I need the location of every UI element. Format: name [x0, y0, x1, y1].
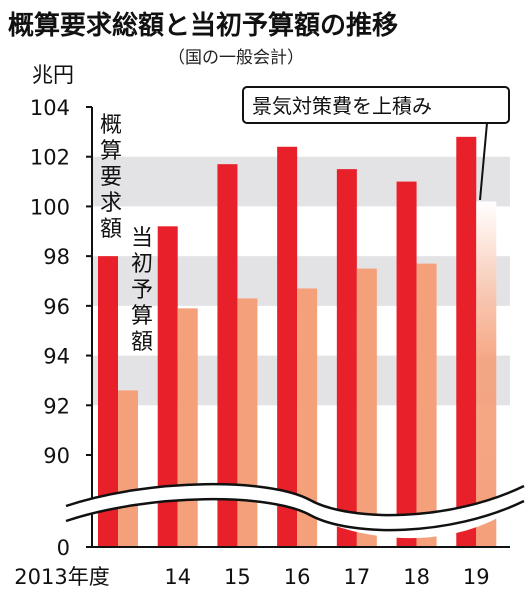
y-tick-label: 94 — [43, 345, 70, 369]
series-label-char: 概 — [100, 113, 122, 138]
chart-title: 概算要求総額と当初予算額の推移 — [8, 10, 398, 41]
bar-budget — [237, 298, 258, 547]
bar-budget — [356, 268, 377, 547]
bar-budget — [177, 308, 198, 547]
series-label-char: 当 — [131, 226, 153, 251]
x-tick-label: 16 — [284, 565, 311, 589]
series-label-char: 算 — [131, 304, 153, 329]
series-label-char: 算 — [100, 139, 122, 164]
x-tick-label: 17 — [343, 565, 370, 589]
chart-subtitle: （国の一般会計） — [168, 48, 304, 68]
series-label-char: 予 — [131, 278, 153, 303]
series-label-char: 額 — [131, 330, 153, 355]
y-tick-label: 96 — [43, 295, 70, 319]
series-label-budget: 当初予算額 — [131, 226, 153, 355]
bars — [98, 136, 497, 548]
y-tick-label: 100 — [30, 195, 70, 219]
bar-request — [98, 256, 118, 547]
bar-request — [456, 136, 477, 548]
bar-budget — [297, 288, 318, 547]
y-tick-labels: 0 90 92 94 96 98 100 102 104 — [30, 96, 70, 560]
y-tick-label: 98 — [43, 245, 70, 269]
x-tick-label: 2013年度 — [14, 565, 109, 589]
annotation-text: 景気対策費を上積み — [252, 94, 432, 118]
bar-request — [217, 164, 238, 547]
annotation-callout: 景気対策費を上積み — [242, 86, 510, 201]
axes — [86, 106, 510, 548]
x-tick-label: 19 — [463, 565, 490, 589]
series-label-char: 求 — [100, 191, 122, 216]
x-tick-label: 18 — [403, 565, 430, 589]
y-axis-unit: 兆円 — [32, 63, 74, 87]
series-label-char: 額 — [100, 217, 122, 242]
bar-budget — [118, 390, 138, 547]
bar-budget — [416, 263, 437, 547]
bar-request — [157, 226, 178, 548]
bar-request — [336, 169, 357, 547]
y-tick-label: 92 — [43, 394, 70, 418]
x-tick-labels: 2013年度 14 15 16 17 18 19 — [14, 565, 489, 589]
axis-break — [65, 483, 525, 539]
x-tick-label: 14 — [164, 565, 191, 589]
x-tick-label: 15 — [224, 565, 251, 589]
y-tick-label: 104 — [30, 96, 70, 120]
bar-budget — [476, 201, 497, 547]
bar-request — [396, 181, 417, 548]
grid-band — [92, 156, 510, 207]
y-tick-label: 90 — [43, 444, 70, 468]
y-tick-label: 102 — [30, 146, 70, 170]
series-label-char: 要 — [100, 165, 122, 190]
y-tick-label: 0 — [57, 536, 70, 560]
series-label-char: 初 — [131, 252, 153, 277]
bar-request — [277, 146, 298, 547]
